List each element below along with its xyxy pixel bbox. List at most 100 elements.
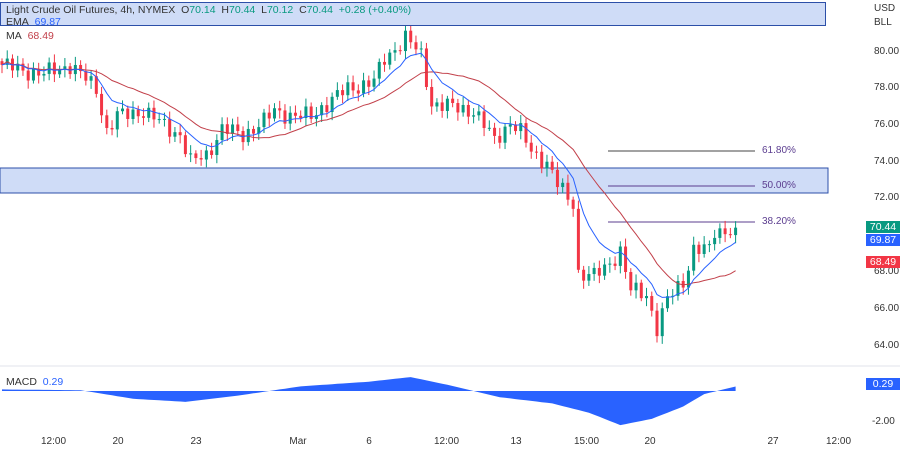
candle-body: [713, 237, 717, 245]
candle-body: [377, 61, 381, 79]
candle-body: [84, 71, 88, 81]
time-tick: 6: [366, 436, 372, 447]
candle-body: [424, 48, 428, 87]
resistance-zone: [0, 167, 829, 194]
candle-body: [304, 106, 308, 118]
candle-body: [100, 93, 104, 116]
axis-currency: USD: [874, 3, 896, 14]
candle-body: [131, 109, 135, 119]
candle-body: [498, 135, 502, 143]
candle-body: [257, 127, 261, 134]
macd-area: [2, 377, 736, 426]
candle-body: [571, 199, 575, 209]
candle-body: [189, 153, 193, 155]
candle-body: [320, 105, 324, 116]
candle-body: [445, 98, 449, 111]
candle-body: [341, 90, 345, 96]
legend-ohlc: Light Crude Oil Futures, 4h, NYMEX O70.1…: [6, 4, 412, 16]
legend-ma: MA 68.49: [6, 30, 54, 42]
candle-body: [472, 115, 476, 117]
candle-body: [477, 111, 481, 116]
candle-body: [21, 63, 25, 71]
candle-body: [293, 112, 297, 116]
legend-ema: EMA 69.87: [6, 16, 61, 28]
candle-body: [262, 112, 266, 128]
candle-body: [435, 102, 439, 107]
price-tick: 64.00: [874, 340, 900, 351]
last-price-badge: 70.44: [866, 221, 900, 233]
candle-body: [121, 108, 125, 112]
candle-body: [655, 310, 659, 337]
candle-body: [409, 30, 413, 43]
candle-body: [629, 272, 633, 291]
candle-body: [723, 228, 727, 235]
candle-body: [162, 118, 166, 120]
time-tick: 27: [767, 436, 779, 447]
price-tick: 68.00: [874, 266, 900, 277]
fib-50-label: 50.00%: [762, 180, 796, 191]
ema-badge: 69.87: [866, 234, 900, 246]
candle-body: [383, 61, 387, 65]
candle-body: [482, 111, 486, 128]
candle-body: [639, 282, 643, 299]
candle-body: [645, 296, 649, 299]
candle-body: [634, 282, 638, 291]
candle-body: [309, 106, 313, 119]
candle-body: [236, 124, 240, 131]
candle-body: [582, 269, 586, 281]
price-tick: 72.00: [874, 192, 900, 203]
candle-body: [414, 42, 418, 50]
candle-body: [215, 140, 219, 155]
candle-body: [52, 62, 56, 75]
time-tick: 15:00: [574, 436, 600, 447]
macd-badge: 0.29: [866, 378, 900, 390]
candle-body: [105, 115, 109, 128]
candle-body: [456, 103, 460, 113]
candle-body: [555, 169, 559, 188]
candle-body: [419, 48, 423, 50]
candle-body: [0, 61, 4, 65]
candle-body: [351, 82, 355, 91]
candle-body: [624, 246, 628, 273]
ema-line: [1, 52, 736, 298]
time-tick: 20: [112, 436, 124, 447]
candle-body: [440, 102, 444, 111]
candle-body: [325, 105, 329, 113]
candle-body: [126, 108, 130, 119]
time-tick: 12:00: [826, 436, 852, 447]
price-tick: 74.00: [874, 156, 900, 167]
candle-body: [451, 98, 455, 104]
candle-body: [487, 127, 491, 129]
candle-body: [508, 124, 512, 127]
candle-body: [393, 50, 397, 53]
candle-body: [314, 115, 318, 119]
candle-body: [225, 124, 229, 134]
time-tick: 12:00: [434, 436, 460, 447]
candle-body: [210, 150, 214, 155]
candle-body: [288, 112, 292, 124]
price-tick: 78.00: [874, 82, 900, 93]
candle-body: [430, 86, 434, 107]
fib-382-label: 38.20%: [762, 216, 796, 227]
candle-body: [398, 50, 402, 52]
candle-body: [346, 82, 350, 96]
candle-body: [178, 132, 182, 136]
candle-body: [299, 115, 303, 118]
candle-body: [278, 108, 282, 111]
candle-body: [597, 267, 601, 276]
candle-body: [524, 123, 528, 143]
candle-body: [362, 80, 366, 94]
candle-body: [141, 116, 145, 118]
candle-body: [603, 264, 607, 276]
candle-body: [136, 109, 140, 117]
axis-unit: BLL: [874, 17, 892, 28]
candle-body: [461, 104, 465, 113]
candle-body: [89, 76, 93, 81]
candle-body: [110, 127, 114, 130]
candle-body: [734, 227, 738, 236]
candle-body: [79, 64, 83, 72]
candle-body: [26, 70, 30, 81]
candle-body: [697, 244, 701, 254]
fib-618-label: 61.80%: [762, 145, 796, 156]
